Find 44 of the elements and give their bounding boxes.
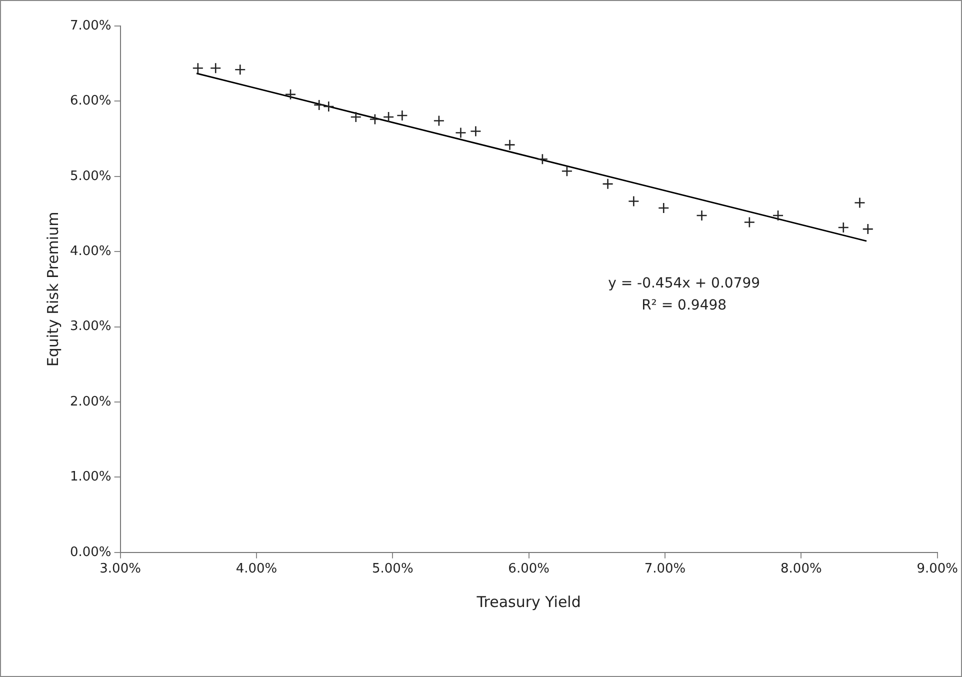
point [862,223,874,235]
x-axis-title: Treasury Yield [476,592,581,611]
point [854,197,866,208]
point [234,64,246,76]
x-tick-label: 7.00% [644,562,686,577]
point [210,62,222,74]
point [396,110,408,122]
point [192,62,204,74]
y-tick-label: 7.00% [70,18,112,34]
y-tick-label: 2.00% [70,394,112,410]
x-tick-label: 4.00% [236,562,278,577]
y-tick-label: 3.00% [70,319,112,334]
point [322,100,334,112]
x-tick-label: 8.00% [780,562,822,577]
y-tick-label: 6.00% [70,94,112,109]
y-tick-label: 4.00% [70,244,112,259]
y-axis-title: Equity Risk Premium [44,212,62,367]
x-tick-label: 9.00% [916,562,958,577]
point [369,114,381,125]
y-tick-label: 0.00% [70,544,112,560]
point [350,111,362,123]
y-tick-label: 1.00% [70,470,112,485]
point [455,127,466,138]
x-tick-label: 6.00% [508,562,550,577]
point [382,111,394,123]
annotation: y = -0.454x + 0.0799 [608,276,760,292]
point [628,196,640,207]
point [602,178,614,190]
point [284,88,296,100]
y-tick-label: 5.00% [70,168,112,184]
x-tick-label: 5.00% [372,562,414,577]
point [772,210,784,222]
point [696,210,708,222]
point [561,165,573,177]
point [658,202,670,214]
point [744,216,756,228]
point [313,99,325,111]
point [838,222,850,234]
point [433,115,445,126]
point [470,126,482,137]
point [536,153,548,165]
x-tick-label: 3.00% [100,562,141,577]
point [504,139,516,150]
annotation: R² = 0.9498 [642,298,727,314]
